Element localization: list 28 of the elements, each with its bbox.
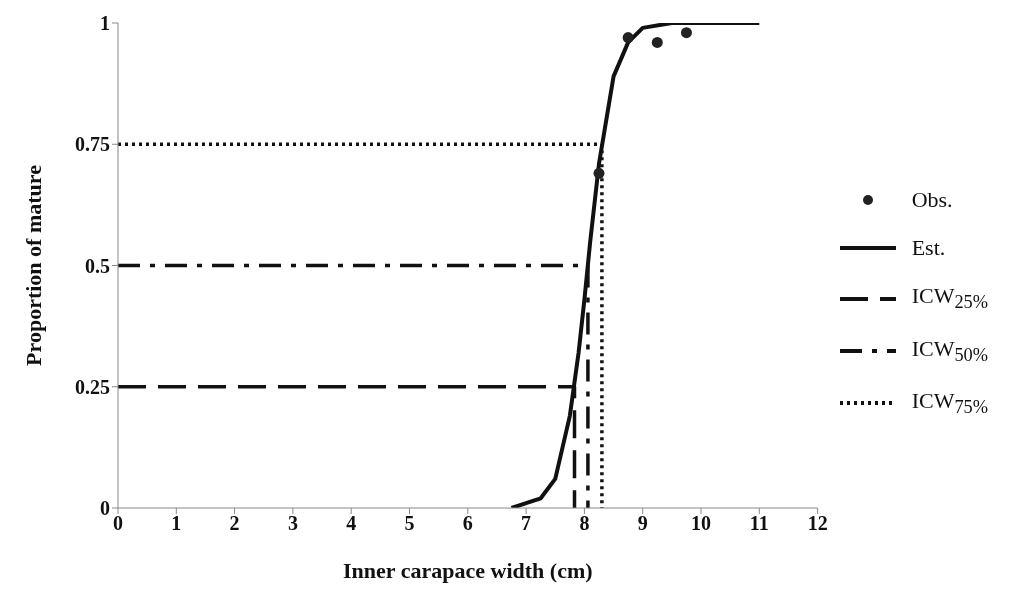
x-tick-label: 9 [637, 512, 648, 535]
point [622, 32, 634, 44]
legend-label: Est. [911, 235, 946, 262]
y-tick-label: 0.25 [75, 375, 110, 398]
x-tick-label: 2 [229, 512, 240, 535]
y-axis-title: Proportion of mature [20, 164, 46, 366]
legend-label: ICW$_{50%}$ [911, 335, 988, 367]
x-tick-label: 6 [462, 512, 473, 535]
y-tick-label: 0 [100, 497, 110, 520]
x-tick-label: 7 [521, 512, 532, 535]
y-tick-label: 0.5 [85, 254, 110, 277]
x-tick-label: 4 [346, 512, 357, 535]
legend-label: ICW$_{75%}$ [911, 388, 988, 419]
x-tick-label: 10 [691, 512, 712, 535]
point [651, 36, 663, 48]
y-tick-label: 0.75 [75, 133, 110, 156]
x-tick-label: 5 [404, 512, 415, 535]
x-tick-label: 11 [749, 512, 769, 535]
point [593, 167, 605, 179]
x-tick-label: 3 [287, 512, 298, 535]
x-axis-title: Inner carapace width (cm) [343, 558, 593, 583]
y-tick-label: 1 [100, 12, 110, 35]
x-tick-label: 1 [171, 512, 182, 535]
point [680, 27, 692, 39]
legend-label: ICW$_{25%}$ [911, 283, 988, 314]
x-tick-label: 12 [807, 512, 828, 535]
x-tick-label: 8 [579, 512, 590, 535]
legend-label: Obs. [911, 187, 953, 214]
